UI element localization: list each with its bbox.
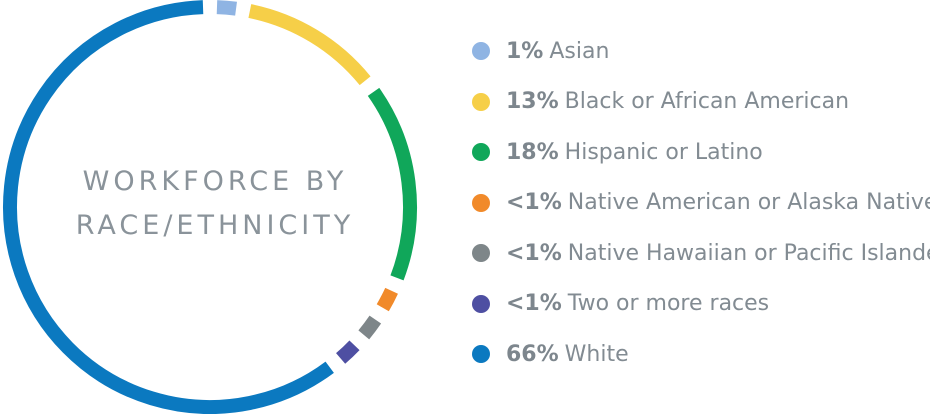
legend-swatch	[472, 244, 490, 262]
slice-hispanic-or-latino	[367, 87, 417, 281]
legend-item: <1% Native American or Alaska Native	[472, 183, 930, 223]
legend-label: Asian	[549, 38, 610, 64]
legend-percent: <1%	[506, 190, 562, 215]
legend-item: 66% White	[472, 334, 629, 374]
chart-title-line-2: RACE/ETHNICITY	[75, 210, 355, 241]
slice-two-or-more-races	[335, 340, 360, 364]
legend-label: Two or more races	[567, 291, 770, 316]
legend-item: <1% Native Hawaiian or Pacific Islander	[472, 233, 930, 273]
legend-swatch	[472, 92, 490, 111]
slice-native-american-or-alaska-native	[376, 287, 398, 312]
legend-swatch	[472, 294, 490, 313]
legend-percent: 1%	[506, 38, 544, 64]
slice-native-hawaiian-or-pacific-islander	[358, 315, 382, 340]
chart-title: WORKFORCE BY RACE/ETHNICITY	[30, 160, 400, 248]
legend-percent: 18%	[506, 139, 559, 165]
legend-label: Hispanic or Latino	[564, 139, 763, 165]
legend-item: <1% Two or more races	[472, 284, 769, 324]
donut-chart	[3, 0, 417, 414]
chart-title-line-1: WORKFORCE BY	[82, 166, 348, 197]
legend-label: White	[564, 341, 629, 367]
slice-black-or-african-american	[248, 4, 371, 86]
legend-label: Native Hawaiian or Pacific Islander	[567, 240, 930, 266]
legend-swatch	[472, 193, 490, 212]
legend-item: 1% Asian	[472, 31, 609, 71]
legend-item: 13% Black or African American	[472, 82, 849, 122]
legend-percent: <1%	[506, 291, 562, 316]
legend-percent: 66%	[506, 341, 559, 367]
legend-label: Black or African American	[564, 89, 850, 114]
legend-percent: 13%	[506, 89, 559, 114]
slice-white	[3, 0, 334, 414]
legend-percent: <1%	[506, 240, 562, 266]
slice-asian	[216, 0, 237, 16]
legend-swatch	[472, 345, 490, 363]
legend-swatch	[472, 42, 490, 60]
legend-item: 18% Hispanic or Latino	[472, 132, 763, 172]
legend-label: Native American or Alaska Native	[567, 190, 930, 215]
legend-swatch	[472, 143, 490, 161]
